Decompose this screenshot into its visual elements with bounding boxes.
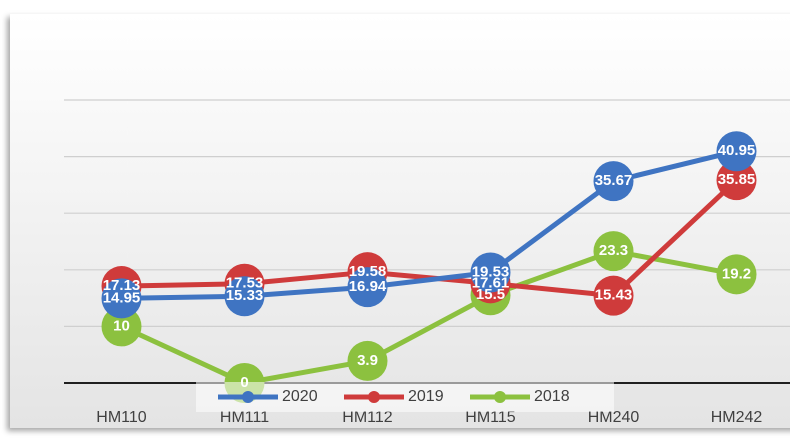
data-marker: [347, 267, 388, 308]
data-label: 3.9: [357, 352, 378, 369]
x-tick-label: HM112: [342, 409, 392, 426]
data-label: 10: [113, 317, 130, 334]
data-label: 35.85: [718, 171, 756, 188]
data-label: 15.5: [476, 286, 505, 303]
x-tick-label: HM111: [220, 409, 269, 426]
data-label: 17.13: [103, 277, 141, 294]
x-tick-label: HM115: [465, 409, 515, 426]
data-marker: [224, 276, 265, 317]
x-tick-label: HM240: [588, 409, 640, 426]
data-marker: [593, 275, 634, 316]
data-marker: [716, 254, 757, 295]
x-tick-label: HM242: [711, 409, 763, 426]
data-marker: [593, 161, 634, 202]
data-marker: [716, 131, 757, 172]
data-label: 19.58: [349, 263, 387, 280]
legend-marker: [242, 391, 254, 403]
series-line: [120, 248, 737, 386]
data-label: 19.53: [472, 263, 510, 280]
x-tick-label: HM110: [96, 409, 146, 426]
series-line: [121, 148, 738, 301]
data-label: 17.61: [472, 274, 510, 291]
legend-label: 2018: [534, 388, 570, 405]
legend-marker: [368, 391, 380, 403]
legend-label: 2019: [408, 388, 444, 405]
data-label: 16.94: [349, 278, 387, 295]
data-label: 19.2: [722, 265, 751, 282]
data-label: 35.67: [595, 172, 633, 189]
data-label: 17.53: [226, 275, 264, 292]
data-label: 15.33: [226, 287, 264, 304]
data-marker: [593, 231, 634, 272]
data-marker: [470, 252, 511, 293]
data-label: 40.95: [718, 142, 756, 159]
data-label: 15.43: [595, 287, 633, 304]
data-label: 14.95: [103, 289, 141, 306]
chart-panel: [10, 14, 790, 428]
data-marker: [716, 160, 757, 201]
data-marker: [347, 340, 388, 381]
legend-label: 2020: [282, 388, 318, 405]
data-label: 23.3: [599, 242, 628, 259]
legend-marker: [494, 391, 506, 403]
legend: 2020 2019 2018: [196, 382, 614, 412]
data-marker: [101, 278, 142, 319]
data-marker: [101, 306, 142, 347]
